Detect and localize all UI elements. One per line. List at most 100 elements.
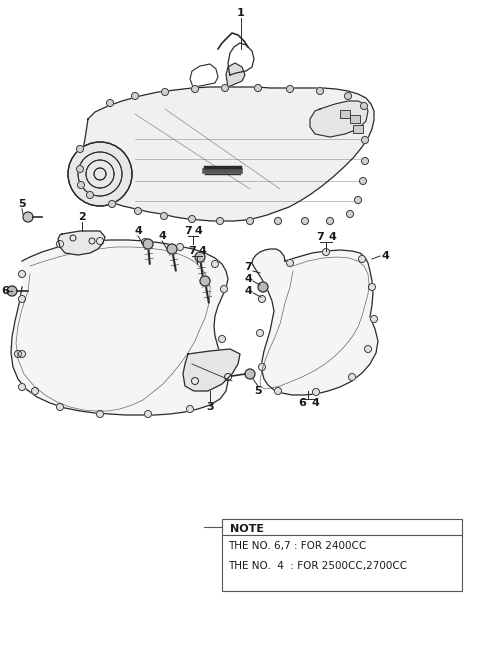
Circle shape: [247, 217, 253, 225]
Circle shape: [19, 271, 25, 278]
Text: 7: 7: [188, 246, 196, 256]
Polygon shape: [183, 349, 240, 391]
Text: 4: 4: [198, 246, 206, 256]
Polygon shape: [226, 63, 245, 87]
Text: 4: 4: [328, 232, 336, 242]
Bar: [353, 125, 363, 133]
Circle shape: [160, 212, 168, 219]
Circle shape: [361, 158, 369, 164]
Bar: [340, 110, 350, 118]
Circle shape: [312, 389, 320, 395]
Circle shape: [144, 411, 152, 417]
Circle shape: [108, 201, 116, 208]
Circle shape: [161, 88, 168, 95]
Circle shape: [345, 93, 351, 99]
Text: 7: 7: [316, 232, 324, 242]
Text: 2: 2: [78, 212, 86, 222]
Text: 3: 3: [206, 402, 214, 412]
Circle shape: [96, 411, 104, 417]
Circle shape: [275, 387, 281, 395]
Circle shape: [360, 103, 368, 110]
Circle shape: [301, 217, 309, 225]
Text: 4: 4: [194, 226, 202, 236]
Text: THE NO.  4  : FOR 2500CC,2700CC: THE NO. 4 : FOR 2500CC,2700CC: [228, 561, 407, 571]
Text: 5: 5: [18, 199, 26, 209]
Circle shape: [216, 217, 224, 225]
Circle shape: [361, 136, 369, 143]
Circle shape: [347, 210, 353, 217]
Polygon shape: [58, 231, 105, 255]
Circle shape: [359, 256, 365, 262]
Circle shape: [134, 208, 142, 215]
Circle shape: [23, 212, 33, 222]
Circle shape: [287, 86, 293, 93]
Circle shape: [212, 260, 218, 267]
Circle shape: [86, 191, 94, 199]
Circle shape: [364, 345, 372, 352]
Circle shape: [259, 363, 265, 371]
Circle shape: [355, 197, 361, 204]
Circle shape: [360, 177, 367, 184]
Circle shape: [245, 369, 255, 379]
Circle shape: [189, 215, 195, 223]
Circle shape: [68, 142, 132, 206]
Circle shape: [19, 350, 25, 358]
Circle shape: [259, 295, 265, 302]
Polygon shape: [11, 240, 228, 415]
Circle shape: [369, 284, 375, 291]
Text: NOTE: NOTE: [230, 524, 264, 534]
Text: 6: 6: [298, 398, 306, 408]
Circle shape: [32, 387, 38, 395]
Circle shape: [187, 406, 193, 413]
Circle shape: [371, 315, 377, 323]
Circle shape: [348, 374, 356, 380]
Circle shape: [19, 295, 25, 302]
Circle shape: [14, 350, 22, 358]
Circle shape: [218, 336, 226, 343]
Circle shape: [7, 286, 17, 296]
Text: 4: 4: [311, 398, 319, 408]
Circle shape: [192, 86, 199, 93]
Polygon shape: [310, 101, 368, 137]
Circle shape: [177, 243, 183, 251]
Text: THE NO. 6,7 : FOR 2400CC: THE NO. 6,7 : FOR 2400CC: [228, 541, 366, 551]
Circle shape: [132, 93, 139, 99]
Circle shape: [167, 244, 177, 254]
Text: 1: 1: [237, 8, 245, 18]
Circle shape: [76, 165, 84, 173]
Bar: [350, 115, 360, 123]
Bar: [222, 519, 462, 591]
Circle shape: [287, 260, 293, 267]
Circle shape: [316, 88, 324, 95]
Polygon shape: [252, 249, 378, 395]
Circle shape: [96, 238, 104, 245]
Circle shape: [143, 239, 153, 249]
Text: 4: 4: [244, 286, 252, 296]
Text: 4: 4: [134, 226, 142, 236]
Circle shape: [221, 84, 228, 92]
Circle shape: [256, 330, 264, 336]
Circle shape: [258, 282, 268, 292]
Circle shape: [275, 217, 281, 225]
Circle shape: [323, 249, 329, 256]
Text: 5: 5: [254, 386, 262, 396]
Circle shape: [195, 252, 205, 262]
Circle shape: [57, 241, 63, 247]
Text: 6: 6: [1, 286, 9, 296]
Circle shape: [107, 99, 113, 106]
Circle shape: [254, 84, 262, 92]
Text: 4: 4: [381, 251, 389, 261]
Circle shape: [19, 384, 25, 391]
Circle shape: [220, 286, 228, 293]
Text: 4: 4: [158, 231, 166, 241]
Polygon shape: [79, 87, 374, 221]
Circle shape: [77, 182, 84, 188]
Circle shape: [212, 376, 218, 382]
Circle shape: [326, 217, 334, 225]
Circle shape: [142, 238, 148, 245]
Text: 4: 4: [244, 274, 252, 284]
Text: 7: 7: [244, 262, 252, 272]
Circle shape: [57, 404, 63, 411]
Text: 7: 7: [184, 226, 192, 236]
Circle shape: [200, 276, 210, 286]
